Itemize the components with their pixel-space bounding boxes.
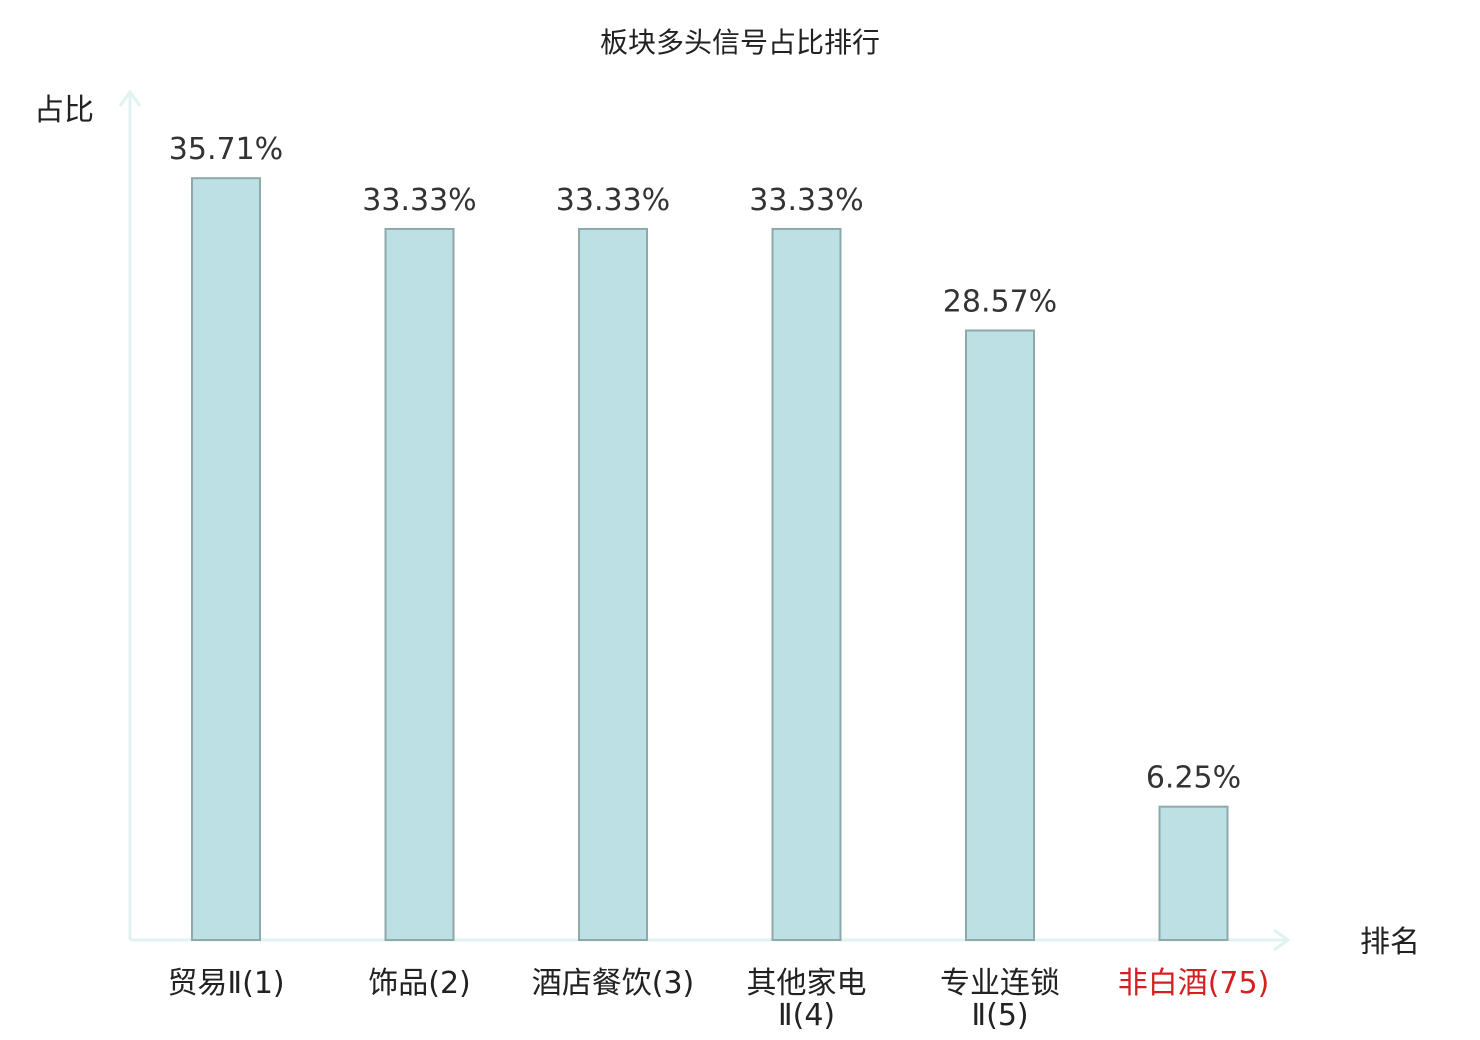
bar: [771, 227, 842, 941]
y-axis-arrow: [118, 89, 142, 107]
x-tick-label: 贸易Ⅱ(1): [167, 966, 284, 1001]
bar: [1158, 805, 1229, 942]
bar: [384, 227, 455, 941]
bar-value-label: 33.33%: [556, 183, 670, 218]
bar: [191, 177, 261, 942]
x-tick-label: Ⅱ(5): [971, 998, 1028, 1033]
x-axis: [130, 928, 1291, 952]
x-tick-label: 饰品(2): [368, 966, 471, 1001]
x-tick-label: 专业连锁: [940, 966, 1060, 1001]
y-axis: [118, 89, 142, 940]
bar-value-label: 33.33%: [749, 183, 863, 218]
bar-value-label: 35.71%: [169, 132, 283, 167]
x-tick-label: Ⅱ(4): [778, 998, 835, 1033]
x-axis-arrow: [1273, 928, 1291, 952]
bar: [965, 329, 1035, 941]
value-labels-group: 35.71% 33.33% 33.33% 33.33% 28.57% 6.25%: [169, 132, 1241, 795]
bar: [578, 227, 648, 941]
bar-value-label: 33.33%: [362, 183, 476, 218]
bars-group: [191, 177, 1229, 942]
chart-title: 板块多头信号占比排行: [600, 26, 880, 59]
bar-value-label: 6.25%: [1146, 761, 1241, 796]
y-axis-label: 占比: [34, 93, 94, 128]
x-tick-label: 非白酒(75): [1118, 966, 1270, 1001]
x-axis-label: 排名: [1360, 925, 1420, 960]
bar-value-label: 28.57%: [943, 285, 1057, 320]
x-tick-label: 酒店餐饮(3): [532, 966, 695, 1001]
x-tick-label: 其他家电: [747, 966, 867, 1001]
